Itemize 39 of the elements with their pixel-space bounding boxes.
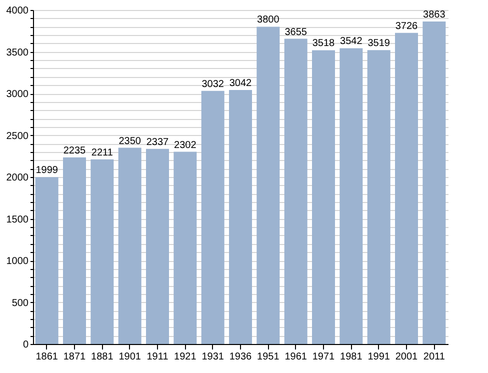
x-tick-label: 1991 — [368, 352, 390, 362]
data-label: 2350 — [118, 136, 142, 147]
y-tick-label: 3000 — [6, 89, 29, 100]
data-label: 3655 — [284, 26, 308, 38]
data-label: 2337 — [146, 136, 170, 148]
x-tick-label: 1971 — [312, 352, 336, 362]
x-tick-label: 1961 — [284, 352, 308, 362]
data-label: 3542 — [340, 36, 363, 48]
y-tick-label: 4000 — [6, 6, 29, 16]
data-label: 2235 — [63, 145, 86, 156]
x-tick-label: 1931 — [202, 352, 224, 362]
y-tick-label: 0 — [22, 340, 29, 350]
x-tick-label: 1936 — [229, 352, 252, 362]
y-tick-label: 3500 — [6, 47, 29, 58]
x-tick-label: 1921 — [174, 352, 197, 362]
x-tick-label: 2011 — [423, 352, 446, 362]
data-label: 2302 — [174, 140, 197, 151]
data-label: 3519 — [368, 38, 390, 50]
x-tick-label: 1901 — [118, 352, 142, 362]
data-label: 1999 — [36, 165, 58, 176]
y-tick-label: 1500 — [6, 214, 29, 226]
data-label: 3800 — [257, 14, 280, 26]
data-label: 3863 — [423, 9, 446, 20]
x-tick-label: 1981 — [340, 352, 363, 362]
data-label: 3726 — [395, 20, 418, 32]
x-tick-label: 1911 — [146, 352, 169, 362]
x-tick-label: 1861 — [36, 352, 58, 362]
data-label: 2211 — [91, 147, 114, 158]
x-tick-label: 2001 — [395, 352, 418, 362]
x-tick-label: 1871 — [63, 352, 86, 362]
data-label: 3042 — [229, 78, 252, 89]
data-label: 3032 — [202, 78, 224, 90]
y-tick-label: 2500 — [6, 130, 29, 142]
x-tick-label: 1881 — [91, 352, 114, 362]
y-tick-label: 500 — [12, 298, 29, 309]
x-tick-label: 1951 — [257, 352, 280, 362]
y-tick-label: 1000 — [6, 256, 29, 267]
y-tick-label: 2000 — [6, 172, 29, 184]
data-label: 3518 — [312, 38, 336, 50]
